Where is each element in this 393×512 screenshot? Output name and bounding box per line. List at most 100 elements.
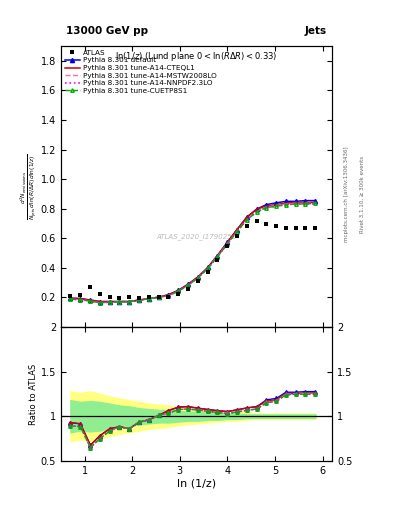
Text: ATLAS_2020_I1790256: ATLAS_2020_I1790256 — [156, 234, 237, 241]
Pythia 8.301 tune-A14-MSTW2008LO — [235, 228, 239, 234]
Line: ATLAS: ATLAS — [68, 218, 318, 301]
Pythia 8.301 tune-CUETP8S1 — [255, 208, 259, 215]
Pythia 8.301 default — [274, 200, 279, 206]
Pythia 8.301 tune-A14-CTEQL1 — [127, 298, 132, 305]
Pythia 8.301 tune-A14-MSTW2008LO — [78, 296, 83, 303]
ATLAS — [78, 292, 83, 298]
Pythia 8.301 tune-CUETP8S1 — [176, 288, 181, 294]
Pythia 8.301 tune-A14-CTEQL1 — [284, 200, 288, 206]
Pythia 8.301 default — [244, 214, 249, 220]
Pythia 8.301 default — [88, 297, 93, 303]
ATLAS — [215, 257, 220, 263]
ATLAS — [303, 225, 308, 231]
Pythia 8.301 tune-A14-MSTW2008LO — [156, 294, 161, 300]
Pythia 8.301 tune-A14-NNPDF2.3LO — [127, 298, 132, 305]
Pythia 8.301 tune-CUETP8S1 — [185, 282, 190, 288]
ATLAS — [127, 294, 132, 301]
Pythia 8.301 tune-CUETP8S1 — [88, 298, 93, 304]
Pythia 8.301 tune-CUETP8S1 — [225, 241, 230, 247]
Pythia 8.301 tune-A14-NNPDF2.3LO — [274, 203, 279, 209]
Pythia 8.301 tune-A14-MSTW2008LO — [137, 297, 141, 303]
ATLAS — [137, 295, 141, 301]
Pythia 8.301 tune-CUETP8S1 — [78, 296, 83, 303]
ATLAS — [274, 223, 279, 229]
Pythia 8.301 tune-A14-NNPDF2.3LO — [185, 282, 190, 288]
Pythia 8.301 tune-A14-NNPDF2.3LO — [303, 201, 308, 207]
Pythia 8.301 tune-A14-MSTW2008LO — [185, 282, 190, 288]
Text: $\ln(1/z)$ (Lund plane $0{<}\ln(R\Delta R){<}0.33$): $\ln(1/z)$ (Lund plane $0{<}\ln(R\Delta … — [115, 50, 278, 63]
Pythia 8.301 tune-A14-MSTW2008LO — [303, 200, 308, 206]
Pythia 8.301 tune-A14-NNPDF2.3LO — [255, 208, 259, 215]
Pythia 8.301 tune-A14-MSTW2008LO — [127, 298, 132, 305]
Pythia 8.301 tune-CUETP8S1 — [108, 299, 112, 305]
Pythia 8.301 tune-A14-NNPDF2.3LO — [313, 201, 318, 207]
Pythia 8.301 tune-A14-CTEQL1 — [294, 199, 298, 205]
Pythia 8.301 default — [176, 287, 181, 293]
Pythia 8.301 tune-A14-MSTW2008LO — [147, 295, 151, 302]
Pythia 8.301 default — [137, 297, 141, 303]
Pythia 8.301 default — [196, 274, 200, 280]
Pythia 8.301 default — [255, 206, 259, 212]
Pythia 8.301 tune-CUETP8S1 — [196, 275, 200, 281]
Pythia 8.301 default — [117, 298, 122, 305]
ATLAS — [156, 294, 161, 301]
Pythia 8.301 tune-CUETP8S1 — [313, 200, 318, 206]
ATLAS — [284, 225, 288, 231]
Pythia 8.301 tune-A14-NNPDF2.3LO — [88, 298, 93, 304]
Pythia 8.301 tune-A14-CTEQL1 — [176, 287, 181, 293]
Pythia 8.301 tune-A14-NNPDF2.3LO — [117, 298, 122, 305]
Pythia 8.301 tune-A14-NNPDF2.3LO — [206, 265, 210, 271]
Pythia 8.301 default — [264, 202, 269, 208]
ATLAS — [255, 218, 259, 224]
Pythia 8.301 tune-CUETP8S1 — [147, 295, 151, 302]
Pythia 8.301 tune-A14-MSTW2008LO — [225, 241, 230, 247]
Pythia 8.301 tune-A14-CTEQL1 — [303, 199, 308, 205]
Y-axis label: $\frac{d^2 N_\mathrm{emissions}}{N_\mathrm{jets}\,d\ln(R/\Delta R)\,d\ln(1/z)}$: $\frac{d^2 N_\mathrm{emissions}}{N_\math… — [19, 154, 39, 220]
Pythia 8.301 tune-CUETP8S1 — [206, 265, 210, 271]
Pythia 8.301 tune-A14-NNPDF2.3LO — [215, 254, 220, 260]
Pythia 8.301 tune-A14-MSTW2008LO — [117, 298, 122, 305]
Pythia 8.301 tune-CUETP8S1 — [166, 292, 171, 298]
Pythia 8.301 tune-A14-NNPDF2.3LO — [284, 202, 288, 208]
Pythia 8.301 default — [185, 282, 190, 288]
Pythia 8.301 tune-A14-MSTW2008LO — [284, 201, 288, 207]
Pythia 8.301 tune-A14-MSTW2008LO — [196, 275, 200, 281]
Pythia 8.301 tune-A14-MSTW2008LO — [264, 204, 269, 210]
ATLAS — [185, 286, 190, 292]
ATLAS — [88, 284, 93, 290]
Line: Pythia 8.301 tune-A14-NNPDF2.3LO: Pythia 8.301 tune-A14-NNPDF2.3LO — [70, 204, 316, 303]
Pythia 8.301 tune-CUETP8S1 — [244, 217, 249, 223]
Pythia 8.301 tune-A14-MSTW2008LO — [215, 253, 220, 260]
Pythia 8.301 default — [166, 292, 171, 298]
ATLAS — [294, 225, 298, 231]
Pythia 8.301 tune-CUETP8S1 — [284, 202, 288, 208]
Pythia 8.301 tune-A14-NNPDF2.3LO — [147, 295, 151, 302]
Pythia 8.301 tune-A14-MSTW2008LO — [313, 200, 318, 206]
Pythia 8.301 default — [147, 295, 151, 302]
ATLAS — [235, 233, 239, 239]
Pythia 8.301 tune-A14-NNPDF2.3LO — [108, 299, 112, 305]
Pythia 8.301 tune-A14-MSTW2008LO — [88, 298, 93, 304]
Pythia 8.301 tune-CUETP8S1 — [127, 298, 132, 305]
Pythia 8.301 tune-A14-NNPDF2.3LO — [78, 296, 83, 303]
ATLAS — [97, 291, 102, 297]
Pythia 8.301 tune-A14-NNPDF2.3LO — [68, 296, 73, 302]
Legend: ATLAS, Pythia 8.301 default, Pythia 8.301 tune-A14-CTEQL1, Pythia 8.301 tune-A14: ATLAS, Pythia 8.301 default, Pythia 8.30… — [63, 48, 219, 95]
Pythia 8.301 tune-A14-CTEQL1 — [225, 239, 230, 245]
Pythia 8.301 tune-A14-MSTW2008LO — [294, 200, 298, 206]
ATLAS — [176, 291, 181, 297]
Pythia 8.301 tune-A14-NNPDF2.3LO — [196, 275, 200, 281]
Pythia 8.301 tune-A14-NNPDF2.3LO — [244, 217, 249, 223]
Line: Pythia 8.301 tune-A14-CTEQL1: Pythia 8.301 tune-A14-CTEQL1 — [70, 202, 316, 302]
Pythia 8.301 tune-A14-MSTW2008LO — [244, 216, 249, 222]
Pythia 8.301 tune-A14-CTEQL1 — [97, 298, 102, 305]
Pythia 8.301 tune-A14-CTEQL1 — [108, 298, 112, 305]
ATLAS — [166, 294, 171, 300]
ATLAS — [244, 223, 249, 229]
Pythia 8.301 tune-A14-NNPDF2.3LO — [156, 294, 161, 300]
ATLAS — [206, 268, 210, 274]
Text: 13000 GeV pp: 13000 GeV pp — [66, 26, 149, 36]
Line: Pythia 8.301 tune-A14-MSTW2008LO: Pythia 8.301 tune-A14-MSTW2008LO — [70, 203, 316, 303]
Pythia 8.301 tune-A14-CTEQL1 — [313, 199, 318, 205]
Pythia 8.301 default — [206, 264, 210, 270]
